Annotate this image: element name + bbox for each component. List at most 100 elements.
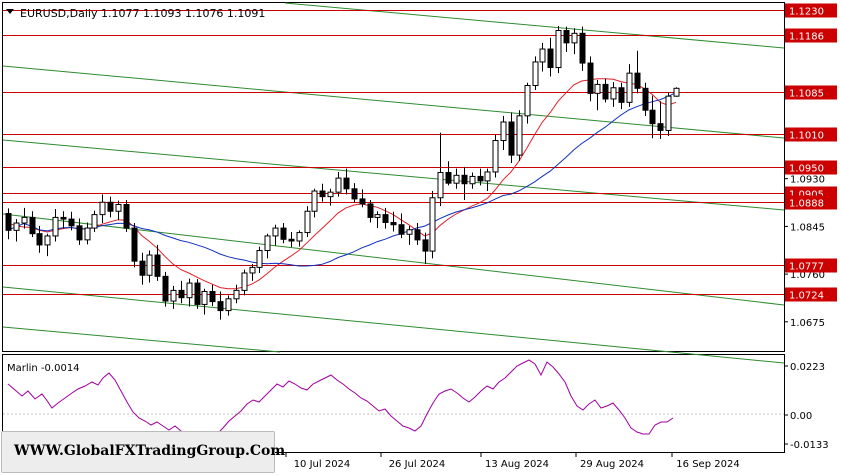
candle-body <box>359 198 366 205</box>
candle-body <box>390 221 397 226</box>
candle-body <box>414 229 421 241</box>
level-label-bg <box>785 287 837 302</box>
level-label: 1.0888 <box>789 199 824 210</box>
candle-body <box>5 212 12 231</box>
time-axis: 10 Jul 2024 26 Jul 2024 13 Aug 2024 29 Aug … <box>285 452 740 470</box>
candle-body <box>335 177 342 193</box>
candle-body <box>249 266 256 274</box>
level-label: 1.1010 <box>789 131 824 142</box>
candle-body <box>241 272 248 291</box>
level-label-bg <box>785 28 837 43</box>
price-panel-frame <box>2 2 785 352</box>
level-label: 1.1085 <box>789 89 824 100</box>
symbol-header: EURUSD,Daily 1.1077 1.1093 1.1076 1.1091 <box>20 7 265 20</box>
candle-body <box>139 260 146 276</box>
candle-body <box>209 291 216 303</box>
candle-body <box>68 218 75 227</box>
candle-body <box>524 85 531 117</box>
candle-body <box>398 224 405 235</box>
candle-body <box>99 201 106 216</box>
candle-body <box>477 175 484 182</box>
candle-body <box>539 48 546 63</box>
candle-body <box>665 95 672 131</box>
candle-body <box>594 83 601 94</box>
candle-body <box>91 214 98 229</box>
candle-body <box>422 239 429 252</box>
indicator-axis: 0.0223 0.00 -0.0133 <box>784 362 829 451</box>
level-label: 1.0724 <box>789 291 824 302</box>
candle-body <box>532 61 539 87</box>
oscillator-line <box>7 359 674 442</box>
candle-body <box>508 121 515 156</box>
candle-body <box>587 62 594 94</box>
candle-body <box>272 227 279 237</box>
moving-average-slow <box>7 92 677 267</box>
candle-body <box>256 250 263 268</box>
time-tick-label: 29 Aug 2024 <box>580 459 644 470</box>
candle-body <box>225 298 232 312</box>
level-label: 1.0905 <box>789 190 824 201</box>
candle-body <box>469 175 476 185</box>
candle-body <box>445 172 452 184</box>
candle-body <box>44 235 51 246</box>
indicator-tick-label: -0.0133 <box>790 440 829 451</box>
channel-line <box>2 65 785 139</box>
candle-body <box>162 275 169 302</box>
collapse-triangle-icon[interactable] <box>6 9 14 14</box>
candle-body <box>563 30 570 44</box>
candle-body <box>429 197 436 252</box>
level-labels: 1.12301.11861.10851.10101.09501.09051.08… <box>785 3 837 302</box>
level-label-bg <box>785 3 837 18</box>
channel-line <box>2 139 785 211</box>
candle-body <box>36 233 43 246</box>
price-tick-label: 1.0675 <box>790 318 825 329</box>
candle-body <box>492 140 499 173</box>
candle-body <box>571 32 578 44</box>
channel-line <box>2 326 281 353</box>
candle-body <box>579 32 586 64</box>
candle-body <box>123 204 130 229</box>
candle-body <box>555 30 562 69</box>
level-label-bg <box>785 258 837 273</box>
candle-body <box>170 289 177 302</box>
candlesticks <box>5 26 680 320</box>
candle-body <box>642 87 649 111</box>
candle-body <box>52 216 59 237</box>
price-tick-label: 1.0760 <box>790 270 825 281</box>
candle-body <box>296 232 303 242</box>
candle-body <box>84 227 91 241</box>
candle-body <box>217 301 224 312</box>
candle-body <box>374 214 381 218</box>
candle-body <box>327 191 334 198</box>
time-tick-label: 13 Aug 2024 <box>485 459 549 470</box>
candle-body <box>610 87 617 100</box>
candle-body <box>107 201 114 212</box>
candle-body <box>131 227 138 262</box>
level-label-bg <box>785 127 837 142</box>
candle-body <box>280 227 287 240</box>
candle-body <box>500 121 507 142</box>
candle-body <box>343 177 350 190</box>
level-label: 1.1230 <box>789 7 824 18</box>
channel-line <box>2 286 785 364</box>
candle-body <box>649 109 656 125</box>
time-tick-label: 10 Jul 2024 <box>294 459 351 470</box>
indicator-tick-label: 0.0223 <box>790 362 825 373</box>
level-label: 1.1186 <box>789 32 824 43</box>
time-tick-label: 16 Sep 2024 <box>676 459 739 470</box>
candle-body <box>382 214 389 223</box>
moving-averages <box>7 78 677 290</box>
candle-body <box>13 222 20 231</box>
price-tick-label: 1.0930 <box>790 175 825 186</box>
candle-body <box>115 204 122 212</box>
candle-body <box>76 225 83 241</box>
candle-body <box>186 282 193 299</box>
price-axis: 1.0930 1.0845 1.0760 1.0675 <box>784 175 825 329</box>
candle-body <box>547 48 554 69</box>
candle-body <box>201 291 208 305</box>
candle-body <box>194 282 201 305</box>
candle-body <box>626 72 633 103</box>
candle-body <box>60 216 67 220</box>
candle-body <box>437 172 444 199</box>
candle-body <box>311 190 318 212</box>
